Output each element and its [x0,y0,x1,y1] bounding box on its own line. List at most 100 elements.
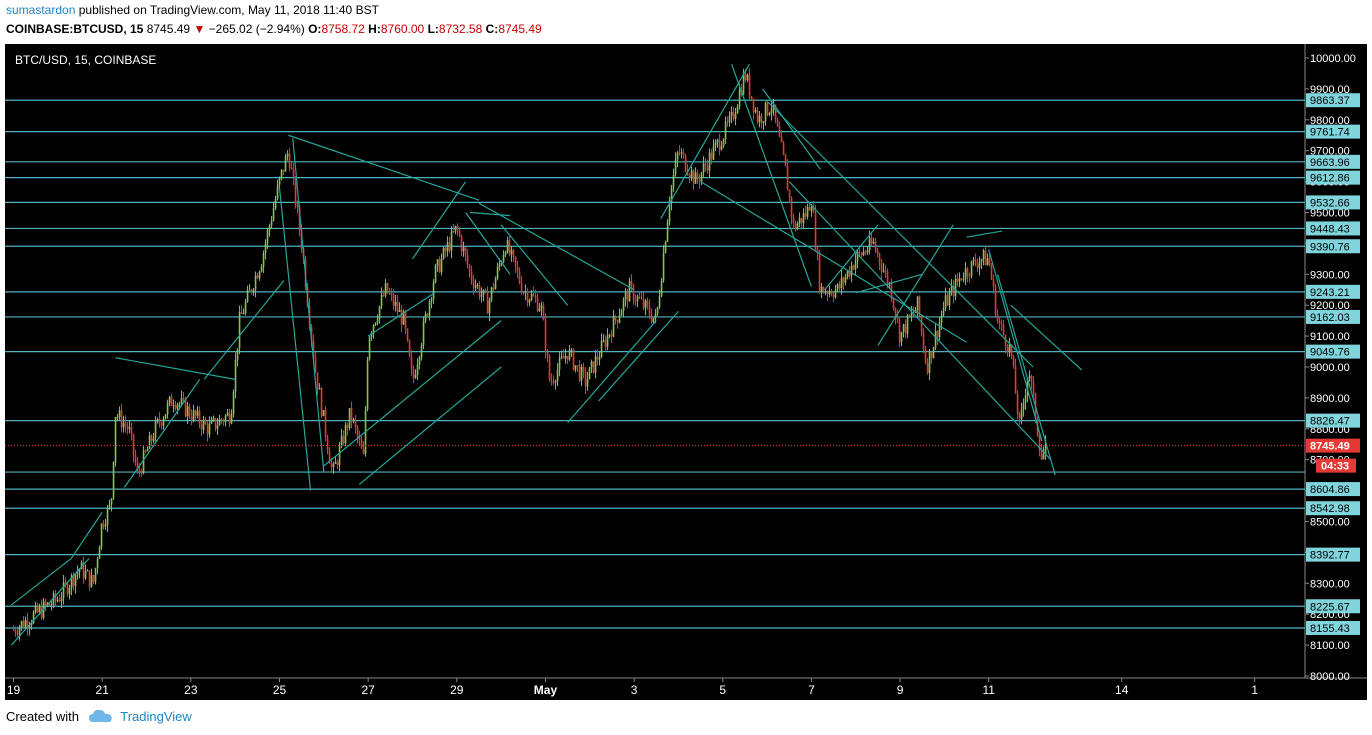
candle-body [540,305,543,309]
trendline [367,292,435,337]
candle-body [682,152,685,155]
candle-body [656,307,659,314]
candle-body [698,179,701,182]
candle-body [556,369,559,382]
candle-body [1002,324,1005,335]
candle-body [114,417,117,462]
trendline [470,211,511,217]
candle-body [20,621,23,628]
candle-body [812,207,815,213]
candle-body [998,320,1001,324]
candle-body [804,213,807,217]
candle-body [568,349,571,360]
candle-body [730,111,733,116]
candle-body [358,437,361,441]
candle-body [946,295,949,306]
trendline [123,379,201,488]
candle-body [356,427,359,438]
candle-body [776,119,779,127]
candle-body [796,223,799,230]
candle-body [482,289,485,295]
candle-body [48,603,51,606]
time-tick-label: 1 [1251,683,1258,697]
candle-body [70,575,73,588]
candle-body [844,276,847,283]
candle-body [920,316,923,332]
candle-body [456,225,459,230]
candle-body [444,247,447,252]
candle-body [660,280,663,297]
candle-body [298,207,301,231]
candle-body [204,419,207,425]
tradingview-link[interactable]: TradingView [120,709,192,724]
price-tick-label: 8300.00 [1310,578,1350,590]
candle-body [584,371,587,387]
candle-body [564,355,567,359]
candle-body [504,252,507,255]
candle-body [488,299,491,314]
trendline [788,181,1052,461]
candle-body [382,294,385,296]
candle-body [476,285,479,287]
candle-body [64,582,67,584]
close-label: C: [485,22,499,36]
price-tick-label: 9800.00 [1310,115,1350,127]
candle-body [800,218,803,224]
candle-body [802,213,805,224]
candle-body [314,358,317,373]
candle-body [604,339,607,347]
candle-body [342,435,345,444]
candle-body [828,291,831,294]
candle-body [206,424,209,435]
candle-body [140,471,143,474]
level-label-text: 9863.37 [1310,95,1350,107]
candle-body [424,313,427,322]
candle-body [106,507,109,525]
candle-body [294,178,297,206]
candle-body [968,276,971,278]
candle-body [1038,435,1041,452]
down-arrow-icon: ▼ [193,22,206,36]
candle-body [558,357,561,370]
candle-body [742,73,745,95]
level-label-box [1306,309,1360,324]
candle-body [220,419,223,421]
price-tick-label: 9900.00 [1310,84,1350,96]
level-label-box [1306,154,1360,169]
candle-body [98,546,101,559]
candle-body [332,463,335,467]
horizontal-levels [5,99,1305,629]
candle-body [1008,344,1011,353]
candle-body [858,252,861,254]
candle-body [1026,378,1029,396]
candle-body [312,339,315,359]
price-chart[interactable]: 8000.008100.008200.008300.008400.008500.… [0,0,1372,700]
candle-body [212,418,215,420]
candle-body [122,422,125,428]
candle-body [542,305,545,321]
candle-body [390,293,393,295]
candle-body [928,351,931,374]
candle-body [1024,395,1027,404]
price-axis-ticks: 8000.008100.008200.008300.008400.008500.… [1305,53,1356,683]
candle-body [428,301,431,316]
candle-body [398,309,401,312]
candle-body [548,356,551,381]
candle-body [878,253,881,264]
time-tick-label: 9 [897,683,904,697]
author-link[interactable]: sumastardon [6,3,76,17]
low-value: 8732.58 [438,22,483,36]
time-tick-label: 5 [719,683,726,697]
candle-body [1022,403,1025,410]
plot-background [5,44,1305,678]
candle-body [228,412,231,424]
trendline [997,274,1056,476]
candle-body [906,315,909,334]
candle-body [838,284,841,289]
candle-body [90,575,93,587]
time-tick-label: 3 [631,683,638,697]
candle-body [870,237,873,244]
candle-body [666,221,669,242]
time-tick-label: 19 [7,683,21,697]
candle-body [674,159,677,175]
